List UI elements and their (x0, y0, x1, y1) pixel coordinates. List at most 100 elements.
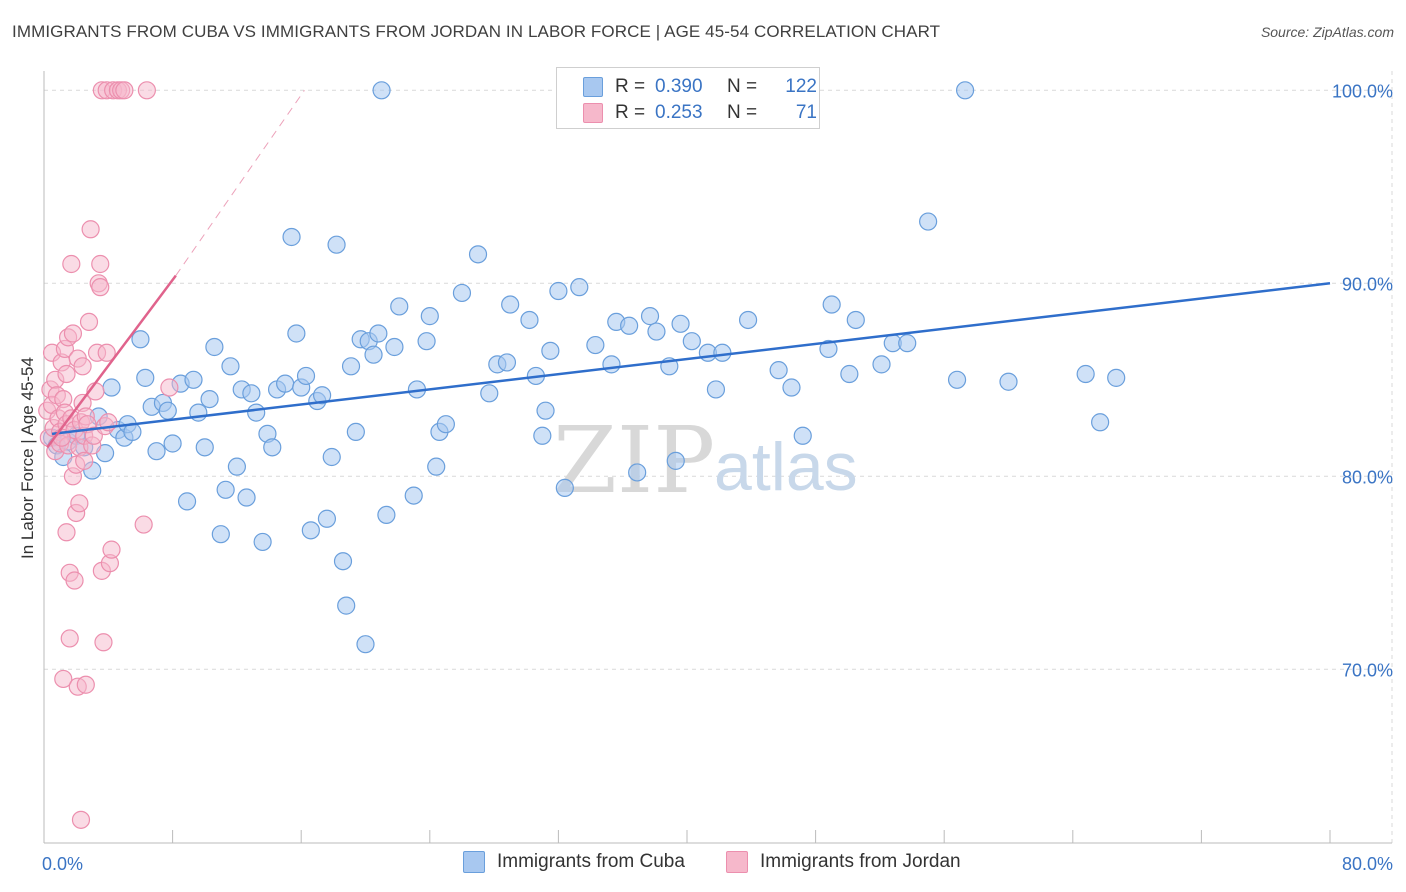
jordan-point (62, 254, 81, 274)
y-axis-label: In Labor Force | Age 45-54 (18, 357, 37, 559)
watermark-zip: ZIP (553, 407, 715, 514)
cuba-point (549, 281, 568, 301)
legend-row-cuba: R = 0.390 N = 122 (583, 75, 817, 99)
cuba-point (177, 492, 197, 511)
cuba-point (533, 426, 552, 445)
cuba-point (102, 378, 121, 397)
cuba-swatch (583, 77, 603, 97)
jordan-point (57, 364, 76, 384)
cuba-point (369, 324, 388, 343)
cuba-point (346, 422, 365, 442)
jordan-point (102, 540, 121, 559)
cuba-point (158, 401, 177, 420)
cuba-point (793, 426, 812, 445)
cuba-point (211, 525, 230, 544)
cuba-point (436, 415, 455, 434)
chart-source: Source: ZipAtlas.com (1260, 24, 1394, 40)
y-tick-label: 90.0% (1342, 274, 1393, 294)
cuba-point (163, 434, 182, 453)
legend-item-cuba[interactable]: Immigrants from Cuba (463, 851, 685, 873)
cuba-point (620, 316, 639, 335)
r-label: R = (615, 102, 646, 123)
cuba-point (999, 372, 1018, 391)
x-tick-label: 80.0% (1342, 854, 1393, 874)
jordan-point (76, 675, 95, 694)
cuba-point (640, 307, 660, 326)
jordan-trend-line (46, 274, 177, 449)
watermark: ZIP atlas (553, 407, 858, 514)
cuba-point (570, 278, 589, 297)
jordan-points (38, 81, 179, 829)
cuba-point (427, 457, 446, 476)
stats-legend: R = 0.390 N = 122 R = 0.253 N = 71 (556, 67, 820, 129)
jordan-point (91, 254, 110, 274)
jordan-point (70, 494, 89, 513)
y-tick-label: 100.0% (1332, 81, 1393, 101)
cuba-point (501, 295, 520, 314)
cuba-point (738, 310, 758, 330)
cuba-point (253, 532, 272, 552)
cuba-point (520, 310, 539, 330)
cuba-point (242, 384, 261, 403)
jordan-point (137, 81, 156, 100)
cuba-trend-line (51, 282, 1331, 436)
legend-label-jordan: Immigrants from Jordan (760, 851, 961, 872)
jordan-point (97, 343, 116, 362)
axes (43, 71, 1392, 844)
legend-row-jordan: R = 0.253 N = 71 (583, 101, 817, 125)
cuba-point (147, 442, 166, 461)
x-tick-label: 0.0% (42, 854, 83, 874)
cuba-point (602, 355, 621, 374)
r-value-jordan: 0.253 (655, 102, 703, 123)
cuba-point (341, 357, 361, 376)
cuba-point (713, 343, 732, 362)
cuba-point (822, 295, 841, 314)
jordan-swatch (726, 851, 748, 873)
cuba-point (131, 330, 150, 349)
y-tick-label: 70.0% (1342, 660, 1393, 680)
jordan-point (134, 515, 153, 534)
jordan-point (71, 810, 91, 829)
x-tick-labels: 0.0% 80.0% (42, 854, 1393, 874)
cuba-point (247, 403, 266, 422)
cuba-point (417, 332, 436, 351)
jordan-point (94, 633, 113, 652)
cuba-point (372, 81, 391, 100)
watermark-atlas: atlas (714, 429, 858, 505)
cuba-point (541, 341, 560, 360)
cuba-point (337, 596, 356, 615)
cuba-point (287, 324, 306, 343)
jordan-point (54, 669, 73, 689)
cuba-point (385, 337, 404, 357)
cuba-point (497, 353, 517, 372)
cuba-point (282, 227, 301, 247)
cuba-point (782, 378, 801, 397)
cuba-point (536, 401, 555, 420)
cuba-point (1091, 413, 1110, 432)
cuba-point (356, 635, 375, 654)
jordan-point (91, 278, 110, 297)
cuba-point (1076, 364, 1095, 384)
cuba-point (769, 361, 788, 380)
chart-title: IMMIGRANTS FROM CUBA VS IMMIGRANTS FROM … (12, 22, 941, 41)
n-label: N = (727, 102, 758, 123)
cuba-point (947, 370, 967, 389)
cuba-point (671, 314, 690, 333)
cuba-point (555, 478, 574, 497)
cuba-point (647, 322, 666, 341)
cuba-point (898, 334, 917, 353)
cuba-point (327, 235, 346, 254)
legend-item-jordan[interactable]: Immigrants from Jordan (726, 851, 961, 873)
jordan-point (115, 81, 134, 100)
n-value-cuba: 122 (785, 76, 817, 97)
cuba-point (237, 488, 256, 507)
cuba-point (840, 364, 859, 384)
jordan-point (65, 571, 84, 590)
cuba-point (666, 451, 685, 470)
jordan-trend-extension (175, 90, 305, 276)
jordan-swatch (583, 103, 603, 123)
series-legend: Immigrants from Cuba Immigrants from Jor… (0, 851, 1406, 877)
y-tick-labels: 70.0% 80.0% 90.0% 100.0% (1332, 81, 1393, 680)
jordan-point (57, 523, 76, 542)
cuba-point (333, 552, 353, 571)
